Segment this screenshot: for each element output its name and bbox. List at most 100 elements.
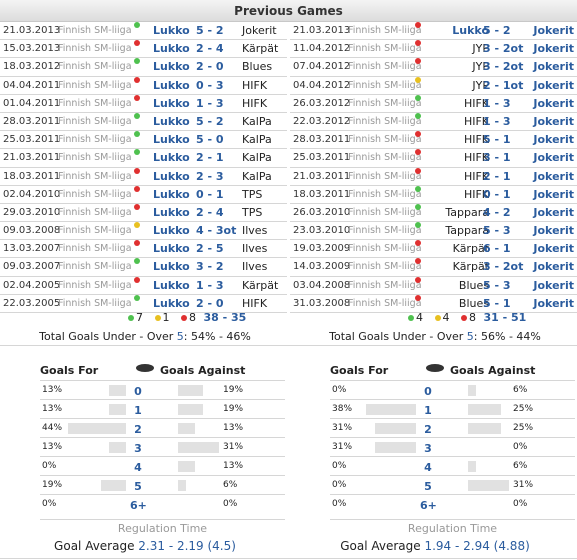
game-row[interactable]: 25.03.2011 Finnish SM-liiga HIFK 3 - 1 Joker… [290, 149, 577, 168]
score-link[interactable]: 3 - 1 [483, 151, 511, 165]
away-team-link[interactable]: HIFK [242, 296, 268, 310]
game-row[interactable]: 07.04.2012 Finnish SM-liiga JYP 3 - 2ot Joke… [290, 58, 577, 77]
game-row[interactable]: 02.04.2010 Finnish SM-liiga Lukko 0 - 1 TPS [0, 185, 287, 204]
away-team-link[interactable]: HIFK [242, 78, 268, 92]
score-link[interactable]: 1 - 3 [196, 278, 224, 292]
score-link[interactable]: 3 - 2 [196, 260, 224, 274]
home-team-link[interactable]: JYP [472, 78, 489, 92]
score-link[interactable]: 5 - 2 [196, 114, 224, 128]
score-link[interactable]: 2 - 4 [196, 42, 224, 56]
game-row[interactable]: 25.03.2011 Finnish SM-liiga Lukko 5 - 0 KalP… [0, 131, 287, 150]
score-link[interactable]: 1 - 3 [196, 96, 224, 110]
away-team-link[interactable]: KalPa [242, 151, 272, 165]
home-team-link[interactable]: JYP [472, 60, 489, 74]
away-team-link[interactable]: Jokerit [533, 114, 574, 128]
home-team-link[interactable]: HIFK [463, 133, 489, 147]
home-team-link[interactable]: JYP [472, 42, 489, 56]
home-team-link[interactable]: Lukko [153, 133, 190, 147]
game-row[interactable]: 31.03.2008 Finnish SM-liiga Blues 5 - 1 Joke… [290, 294, 577, 313]
left-total-value-link[interactable]: 5 [176, 330, 184, 343]
home-team-link[interactable]: Lukko [153, 78, 190, 92]
away-team-link[interactable]: Jokerit [533, 278, 574, 292]
game-row[interactable]: 15.03.2013 Finnish SM-liiga Lukko 2 - 4 Kärp… [0, 40, 287, 59]
game-row[interactable]: 28.03.2011 Finnish SM-liiga HIFK 5 - 1 Joker… [290, 131, 577, 150]
game-row[interactable]: 09.03.2007 Finnish SM-liiga Lukko 3 - 2 Ilve… [0, 258, 287, 277]
away-team-link[interactable]: Ilves [242, 242, 268, 256]
away-team-link[interactable]: Jokerit [533, 24, 574, 37]
away-team-link[interactable]: Kärpät [242, 278, 279, 292]
score-link[interactable]: 2 - 1ot [483, 78, 524, 92]
score-link[interactable]: 6 - 1 [483, 242, 511, 256]
score-link[interactable]: 3 - 2ot [483, 42, 524, 56]
score-link[interactable]: 2 - 0 [196, 60, 224, 74]
home-team-link[interactable]: Lukko [153, 42, 190, 56]
away-team-link[interactable]: Jokerit [533, 96, 574, 110]
away-team-link[interactable]: Jokerit [533, 242, 574, 256]
game-row[interactable]: 18.03.2011 Finnish SM-liiga HIFK 0 - 1 Joker… [290, 185, 577, 204]
game-row[interactable]: 21.03.2013 Finnish SM-liiga Lukko 5 - 2 Joke… [0, 22, 287, 41]
home-team-link[interactable]: HIFK [463, 114, 489, 128]
home-team-link[interactable]: Lukko [153, 114, 190, 128]
away-team-link[interactable]: Blues [242, 60, 273, 74]
score-link[interactable]: 5 - 3 [483, 278, 511, 292]
away-team-link[interactable]: Jokerit [242, 24, 277, 37]
score-link[interactable]: 5 - 2 [483, 24, 511, 37]
game-row[interactable]: 19.03.2009 Finnish SM-liiga Kärpät 6 - 1 Jok… [290, 240, 577, 259]
home-team-link[interactable]: Lukko [153, 278, 190, 292]
away-team-link[interactable]: Jokerit [533, 60, 574, 74]
home-team-link[interactable]: HIFK [463, 151, 489, 165]
away-team-link[interactable]: Ilves [242, 224, 268, 238]
home-team-link[interactable]: Blues [458, 278, 489, 292]
game-row[interactable]: 22.03.2005 Finnish SM-liiga Lukko 2 - 0 HIFK [0, 294, 287, 313]
game-row[interactable]: 02.04.2005 Finnish SM-liiga Lukko 1 - 3 Kärp… [0, 276, 287, 295]
score-link[interactable]: 2 - 5 [196, 242, 224, 256]
score-link[interactable]: 2 - 1 [196, 151, 224, 165]
game-row[interactable]: 26.03.2010 Finnish SM-liiga Tappara 4 - 2 Jo… [290, 203, 577, 223]
score-link[interactable]: 5 - 0 [196, 133, 224, 147]
home-team-link[interactable]: Tappara [445, 205, 489, 219]
score-link[interactable]: 2 - 4 [196, 205, 224, 219]
score-link[interactable]: 0 - 1 [483, 187, 511, 201]
game-row[interactable]: 04.04.2011 Finnish SM-liiga Lukko 0 - 3 HIFK [0, 76, 287, 95]
away-team-link[interactable]: Jokerit [533, 133, 574, 147]
score-link[interactable]: 1 - 3 [483, 114, 511, 128]
home-team-link[interactable]: HIFK [463, 96, 489, 110]
home-team-link[interactable]: Lukko [153, 96, 190, 110]
game-row[interactable]: 29.03.2010 Finnish SM-liiga Lukko 2 - 4 TPS [0, 203, 287, 223]
away-team-link[interactable]: KalPa [242, 114, 272, 128]
score-link[interactable]: 2 - 0 [196, 296, 224, 310]
score-link[interactable]: 3 - 2ot [483, 60, 524, 74]
away-team-link[interactable]: Jokerit [533, 78, 574, 92]
game-row[interactable]: 04.04.2012 Finnish SM-liiga JYP 2 - 1ot Joke… [290, 76, 577, 95]
away-team-link[interactable]: HIFK [242, 96, 268, 110]
home-team-link[interactable]: Lukko [153, 60, 190, 74]
away-team-link[interactable]: Jokerit [533, 205, 574, 219]
score-link[interactable]: 2 - 1 [483, 169, 511, 183]
away-team-link[interactable]: Jokerit [533, 260, 574, 274]
score-link[interactable]: 4 - 2 [483, 205, 511, 219]
game-row[interactable]: 22.03.2012 Finnish SM-liiga HIFK 1 - 3 Joker… [290, 112, 577, 132]
away-team-link[interactable]: Jokerit [533, 296, 574, 310]
score-link[interactable]: 5 - 2 [196, 24, 224, 37]
away-team-link[interactable]: Jokerit [533, 224, 574, 238]
home-team-link[interactable]: Lukko [153, 169, 190, 183]
home-team-link[interactable]: Lukko [153, 187, 190, 201]
score-link[interactable]: 0 - 1 [196, 187, 224, 201]
home-team-link[interactable]: Lukko [153, 296, 190, 310]
home-team-link[interactable]: Lukko [452, 24, 489, 37]
game-row[interactable]: 23.03.2010 Finnish SM-liiga Tappara 5 - 3 Jo… [290, 222, 577, 241]
home-team-link[interactable]: Lukko [153, 151, 190, 165]
game-row[interactable]: 18.03.2011 Finnish SM-liiga Lukko 2 - 3 KalP… [0, 167, 287, 186]
score-link[interactable]: 0 - 3 [196, 78, 224, 92]
game-row[interactable]: 21.03.2011 Finnish SM-liiga HIFK 2 - 1 Joker… [290, 167, 577, 186]
game-row[interactable]: 13.03.2007 Finnish SM-liiga Lukko 2 - 5 Ilve… [0, 240, 287, 259]
game-row[interactable]: 18.03.2012 Finnish SM-liiga Lukko 2 - 0 Blue… [0, 58, 287, 77]
game-row[interactable]: 09.03.2008 Finnish SM-liiga Lukko 4 - 3ot Il… [0, 222, 287, 241]
away-team-link[interactable]: Jokerit [533, 187, 574, 201]
home-team-link[interactable]: Tappara [445, 224, 489, 238]
away-team-link[interactable]: KalPa [242, 169, 272, 183]
score-link[interactable]: 5 - 1 [483, 296, 511, 310]
right-total-value-link[interactable]: 5 [466, 330, 474, 343]
away-team-link[interactable]: Jokerit [533, 42, 574, 56]
home-team-link[interactable]: Lukko [153, 24, 190, 37]
